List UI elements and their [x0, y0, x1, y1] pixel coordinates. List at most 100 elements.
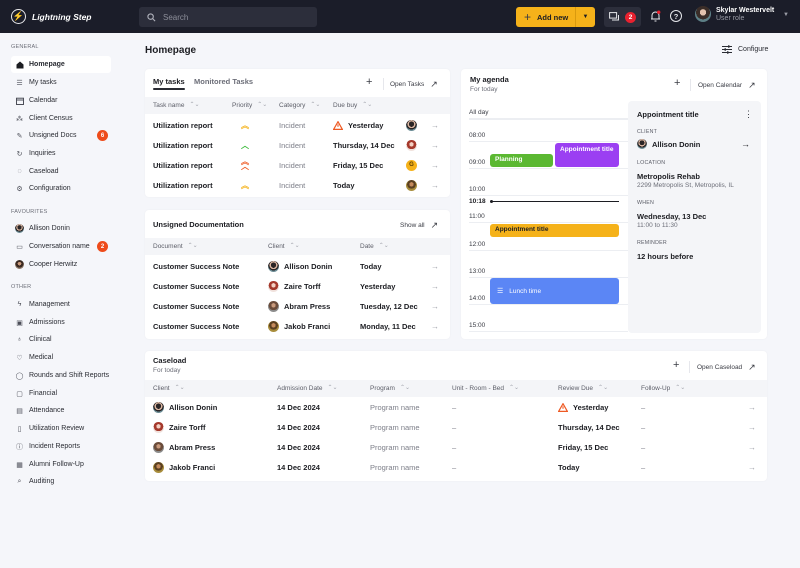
sidebar-item-calendar[interactable]: Calendar — [11, 92, 111, 109]
table-row[interactable]: Utilization report ︽ ︿ Incident Friday, 1… — [145, 155, 450, 175]
sort-icon: ⌃⌄ — [187, 242, 198, 249]
table-row[interactable]: Utilization report ︽ Incident Yesterday … — [145, 115, 450, 135]
sidebar-item-unsigned-docs[interactable]: ✎ Unsigned Docs 6 — [11, 127, 111, 144]
sidebar-item-alumni[interactable]: ▦ Alumni Follow-Up — [11, 456, 111, 473]
col-due[interactable]: Due buy ⌃⌄ — [333, 102, 372, 109]
add-new-button[interactable]: + Add new ▼ — [516, 7, 595, 27]
sidebar-item-attendance[interactable]: ▤ Attendance — [11, 402, 111, 419]
event-planning[interactable]: Planning — [490, 154, 553, 167]
arrow-right-icon[interactable]: → — [431, 281, 439, 291]
table-row[interactable]: Zaire Torff 14 Dec 2024 Program name – T… — [145, 417, 767, 437]
notifications-button[interactable] — [650, 10, 661, 24]
add-caseload-button[interactable]: + — [673, 359, 680, 371]
col-priority[interactable]: Priority ⌃⌄ — [232, 102, 267, 109]
user-menu[interactable]: Skylar Westervelt User role ▼ — [695, 6, 789, 22]
tab-my-tasks[interactable]: My tasks — [153, 77, 185, 86]
time-label: 08:00 — [469, 132, 486, 139]
sidebar-item-homepage[interactable]: Homepage — [11, 56, 111, 73]
configure-button[interactable]: Configure — [722, 45, 768, 54]
table-row[interactable]: Abram Press 14 Dec 2024 Program name – F… — [145, 437, 767, 457]
col-admission-date[interactable]: Admission Date ⌃⌄ — [277, 385, 338, 392]
arrow-right-icon[interactable]: → — [741, 139, 750, 149]
table-row[interactable]: Utilization report ︽ Incident Today → — [145, 175, 450, 195]
col-unit-room-bed[interactable]: Unit - Room - Bed ⌃⌄ — [452, 385, 519, 392]
sidebar-item-caseload[interactable]: ◌ Caseload — [11, 163, 111, 180]
table-row[interactable]: Customer Success Note Zaire Torff Yester… — [145, 276, 450, 296]
arrow-right-icon[interactable]: → — [431, 180, 439, 190]
col-follow-up[interactable]: Follow-Up ⌃⌄ — [641, 385, 685, 392]
open-calendar-link[interactable]: Open Calendar ↗ — [698, 80, 756, 91]
chevron-down-icon[interactable]: ▼ — [582, 14, 589, 20]
arrow-right-icon[interactable]: → — [748, 462, 756, 472]
arrow-right-icon[interactable]: → — [431, 301, 439, 311]
arrow-right-icon[interactable]: → — [431, 160, 439, 170]
table-row[interactable]: Utilization report ︿ Incident Thursday, … — [145, 135, 450, 155]
sidebar-item-conversation[interactable]: ▭ Conversation name 2 — [11, 238, 111, 255]
sidebar-item-utilization-review[interactable]: ▯ Utilization Review — [11, 420, 111, 437]
add-task-button[interactable]: + — [366, 76, 373, 88]
tab-monitored-tasks[interactable]: Monitored Tasks — [194, 77, 254, 86]
sidebar-item-management[interactable]: ϟ Management — [11, 296, 111, 313]
detail-client[interactable]: Allison Donin — [637, 139, 700, 149]
more-vertical-icon[interactable]: ⋮ — [744, 109, 753, 119]
detail-reminder: 12 hours before — [637, 252, 694, 261]
arrow-right-icon[interactable]: → — [748, 422, 756, 432]
event-appointment-purple[interactable]: Appointment title — [555, 143, 619, 167]
unit-room-bed: – — [452, 422, 457, 432]
sidebar-item-financial[interactable]: ▢ Financial — [11, 385, 111, 402]
messages-badge: 2 — [625, 11, 636, 23]
sidebar-item-admissions[interactable]: ▣ Admissions — [11, 314, 111, 331]
sidebar-item-incident-reports[interactable]: ⓘ Incident Reports — [11, 438, 111, 455]
sidebar-item-client-census[interactable]: ⁂ Client Census — [11, 110, 111, 127]
col-client[interactable]: Client ⌃⌄ — [268, 243, 300, 250]
add-new-main[interactable]: + Add new — [516, 7, 576, 27]
sidebar-item-label: Financial — [29, 390, 58, 397]
table-row[interactable]: Customer Success Note Allison Donin Toda… — [145, 256, 450, 276]
table-row[interactable]: Customer Success Note Jakob Franci Monda… — [145, 316, 450, 336]
sidebar-item-cooper-herwitz[interactable]: Cooper Herwitz — [11, 256, 111, 273]
sidebar-item-medical[interactable]: ♡ Medical — [11, 349, 111, 366]
show-all-link[interactable]: Show all ↗ — [400, 220, 438, 231]
app-logo[interactable]: ⚡ Lightning Step — [11, 9, 139, 24]
open-caseload-link[interactable]: Open Caseload ↗ — [697, 362, 756, 373]
col-task-name[interactable]: Task name ⌃⌄ — [153, 102, 200, 109]
page-title: Homepage — [145, 45, 197, 56]
help-icon[interactable]: ? — [670, 10, 682, 22]
arrow-right-icon[interactable]: → — [431, 120, 439, 130]
sidebar-item-auditing[interactable]: ⌕ Auditing — [11, 473, 111, 490]
sidebar-item-my-tasks[interactable]: ☰ My tasks — [11, 74, 111, 91]
col-program[interactable]: Program ⌃⌄ — [370, 385, 410, 392]
open-tasks-link[interactable]: Open Tasks ↗ — [390, 79, 438, 90]
col-review-due[interactable]: Review Due ⌃⌄ — [558, 385, 608, 392]
col-label: Review Due — [558, 385, 594, 392]
search-input[interactable]: Search — [139, 7, 317, 27]
event-appointment-yellow[interactable]: Appointment title — [490, 224, 619, 237]
sidebar-item-allison-donin[interactable]: Allison Donin — [11, 220, 111, 237]
sidebar-item-inquiries[interactable]: ↻ Inquiries — [11, 145, 111, 162]
col-date[interactable]: Date ⌃⌄ — [360, 243, 389, 250]
event-lunch[interactable]: ☰ Lunch time — [490, 278, 619, 304]
arrow-right-icon[interactable]: → — [431, 261, 439, 271]
bell-icon — [651, 10, 661, 22]
avatar — [153, 401, 164, 413]
messages-button[interactable]: 2 — [604, 7, 641, 27]
arrow-right-icon[interactable]: → — [748, 442, 756, 452]
col-client[interactable]: Client ⌃⌄ — [153, 385, 185, 392]
sidebar-item-configuration[interactable]: ⚙ Configuration — [11, 180, 111, 197]
arrow-right-icon[interactable]: → — [748, 402, 756, 412]
sidebar-item-clinical[interactable]: ♁ Clinical — [11, 331, 111, 348]
col-category[interactable]: Category ⌃⌄ — [279, 102, 320, 109]
col-document[interactable]: Document ⌃⌄ — [153, 243, 198, 250]
col-label: Document — [153, 243, 183, 250]
add-event-button[interactable]: + — [674, 77, 681, 89]
arrow-right-icon[interactable]: → — [431, 321, 439, 331]
arrow-right-icon[interactable]: → — [431, 140, 439, 150]
table-row[interactable]: Customer Success Note Abram Press Tuesda… — [145, 296, 450, 316]
table-row[interactable]: Allison Donin 14 Dec 2024 Program name –… — [145, 397, 767, 417]
table-row[interactable]: Jakob Franci 14 Dec 2024 Program name – … — [145, 457, 767, 477]
follow-up: – — [641, 462, 646, 472]
sliders-icon — [722, 45, 732, 54]
sidebar-item-label: My tasks — [29, 79, 57, 86]
sidebar-item-label: Cooper Herwitz — [29, 261, 78, 268]
sidebar-item-rounds[interactable]: ◯ Rounds and Shift Reports — [11, 367, 111, 384]
